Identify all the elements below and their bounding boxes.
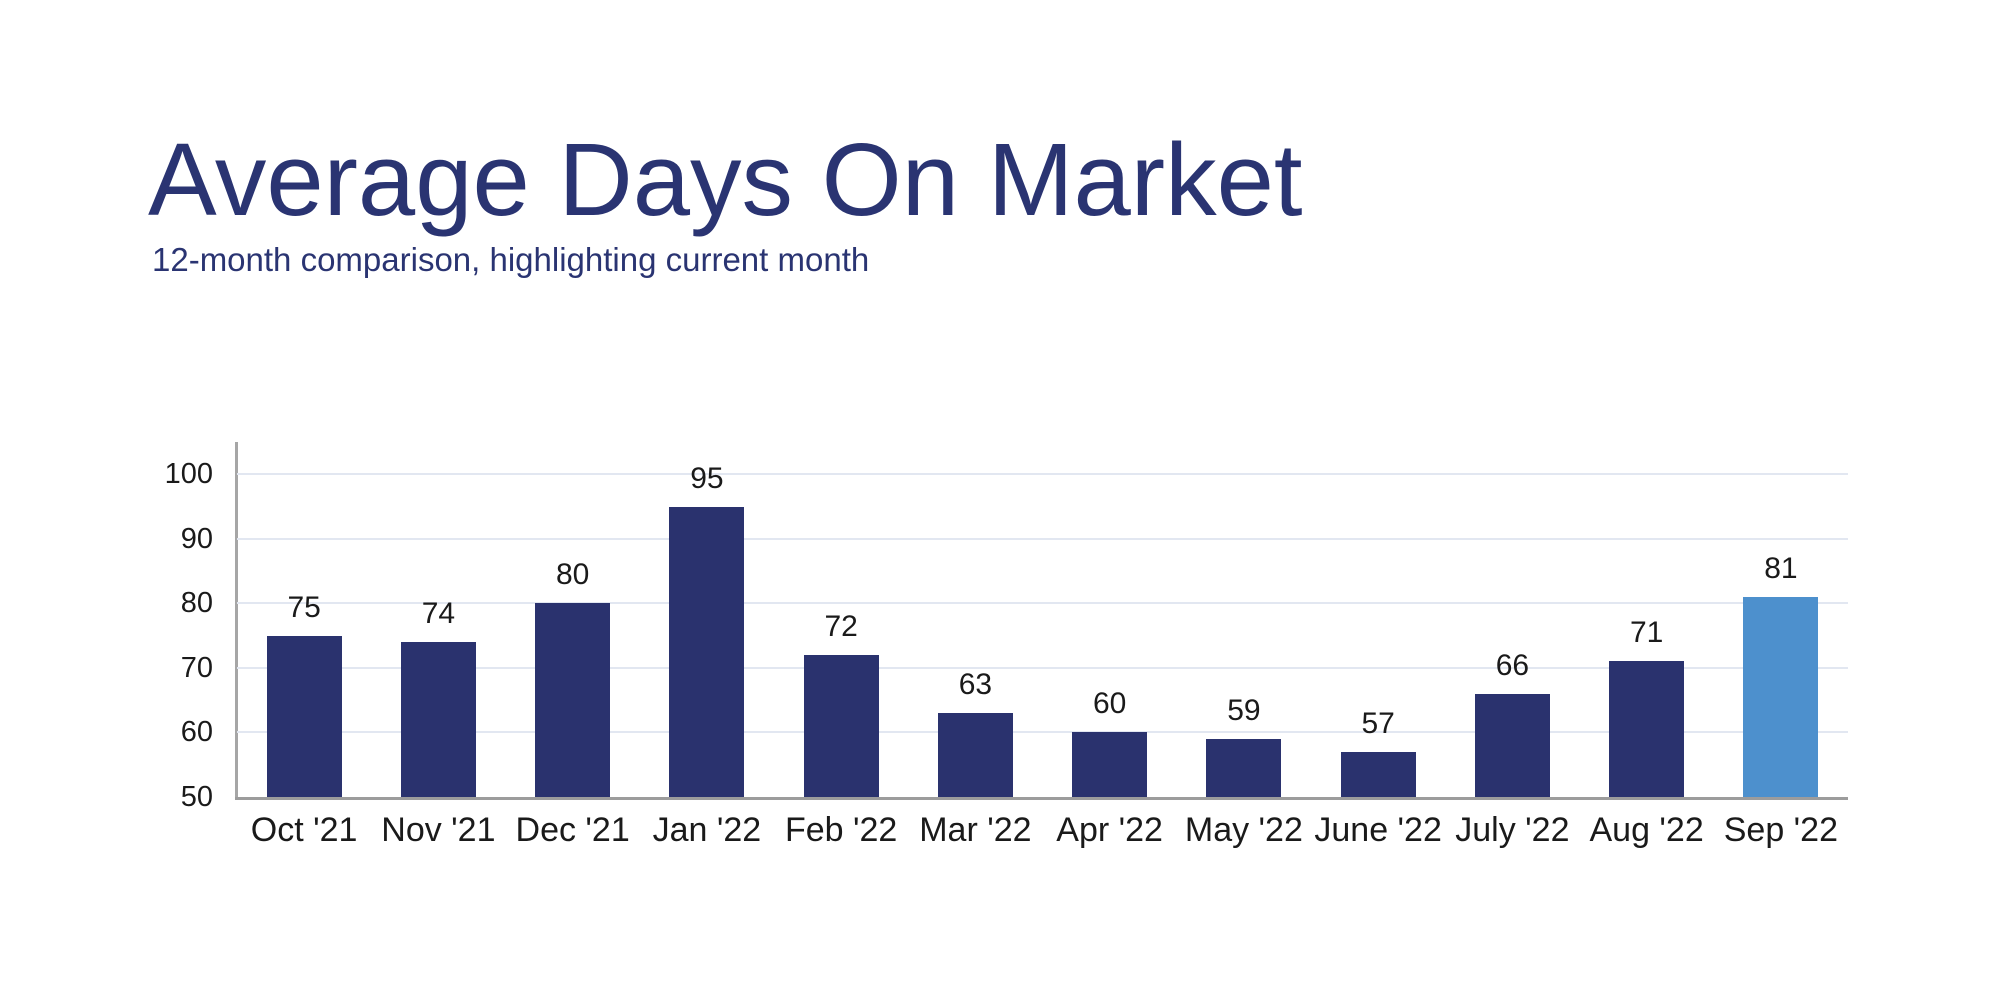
- bar-value-label: 81: [1764, 551, 1798, 585]
- bar: [1072, 732, 1148, 797]
- y-axis-tick-label: 70: [180, 651, 213, 684]
- bar-value-label: 72: [824, 610, 858, 643]
- bar: [669, 506, 745, 797]
- gridline-70: [237, 666, 1848, 669]
- bar: [266, 635, 342, 797]
- x-axis-tick-label: Nov '21: [381, 811, 496, 849]
- bar: [937, 713, 1013, 797]
- bar: [803, 655, 879, 797]
- bar: [400, 642, 476, 797]
- bar-value-label: 59: [1227, 693, 1261, 727]
- y-axis-tick-label: 60: [180, 716, 213, 749]
- y-axis-tick-label: 50: [180, 781, 213, 813]
- x-axis-tick-label: Mar '22: [919, 811, 1032, 849]
- x-axis-tick-label: Feb '22: [784, 811, 898, 849]
- x-axis-tick-label: May '22: [1184, 811, 1303, 849]
- x-axis-tick-label: Sep '22: [1723, 811, 1838, 849]
- x-axis-tick-label: Oct '21: [250, 811, 358, 849]
- x-axis-tick-label: Apr '22: [1056, 811, 1163, 849]
- bar-chart-plot-area: 50 60 70 80 90 100 75 Oct '21 74 Nov '21 80 Dec '21…: [165, 442, 1848, 849]
- x-axis-tick-label: July '22: [1455, 811, 1570, 849]
- bar: [1474, 693, 1550, 797]
- bar-value-label: 74: [421, 597, 456, 631]
- gridline-90: [237, 537, 1848, 540]
- x-axis-tick-label: Dec '21: [515, 811, 630, 849]
- bar-value-label: 71: [1629, 616, 1664, 650]
- bar-value-label: 63: [958, 668, 993, 702]
- gridline-100: [237, 473, 1848, 476]
- x-axis-tick-label: June '22: [1314, 811, 1442, 849]
- page-subtitle: 12-month comparison, highlighting curren…: [152, 241, 870, 278]
- bar-value-label: 75: [287, 590, 321, 624]
- bar: [1609, 661, 1685, 797]
- bar-value-label: 66: [1495, 648, 1530, 682]
- y-axis-line: [235, 442, 238, 797]
- x-axis-tick-label: Aug '22: [1589, 811, 1704, 849]
- bar-value-label: 95: [690, 461, 724, 495]
- bar: [1340, 751, 1416, 797]
- bar-value-label: 80: [555, 558, 590, 592]
- y-axis-tick-label: 80: [180, 587, 213, 620]
- bar-current-month: [1743, 596, 1819, 797]
- bar-value-label: 60: [1092, 687, 1127, 721]
- gridline-80: [237, 602, 1848, 605]
- x-axis-baseline: [235, 797, 1848, 800]
- bar: [1206, 738, 1282, 797]
- bar: [535, 603, 611, 797]
- x-axis-tick-label: Jan '22: [652, 811, 762, 849]
- y-axis-tick-label: 90: [180, 522, 213, 555]
- y-axis-tick-label: 100: [164, 458, 213, 491]
- bar-value-label: 57: [1361, 706, 1395, 740]
- page-title: Average Days On Market: [148, 122, 1303, 237]
- gridline-60: [237, 731, 1848, 734]
